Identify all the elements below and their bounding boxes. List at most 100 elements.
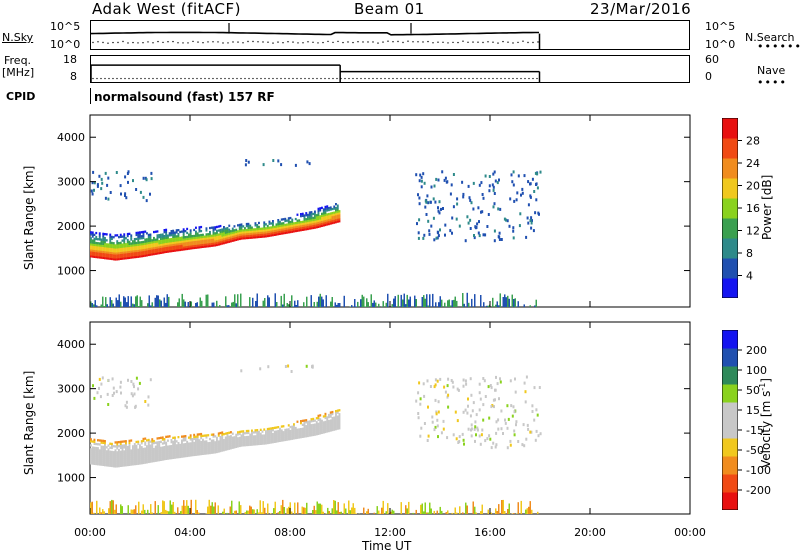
data-cell — [223, 443, 225, 446]
data-cell — [296, 227, 299, 230]
data-cell — [107, 448, 110, 451]
data-cell — [338, 409, 341, 412]
data-cell — [231, 235, 234, 238]
data-cell — [464, 239, 467, 243]
data-cell — [240, 223, 243, 226]
data-cell — [307, 424, 309, 428]
data-cell — [163, 231, 166, 234]
data-cell — [198, 234, 201, 237]
data-cell — [168, 447, 171, 450]
data-cell — [163, 456, 166, 459]
data-cell — [310, 420, 313, 423]
data-cell — [104, 442, 106, 445]
data-cell — [102, 455, 105, 458]
data-cell — [121, 456, 124, 459]
time-tick-label: 12:00 — [374, 526, 406, 539]
data-cell — [307, 227, 309, 231]
data-cell — [175, 452, 178, 455]
nave-tick-top: 60 — [705, 53, 719, 66]
data-cell — [240, 505, 242, 514]
nsky-line — [91, 31, 539, 36]
data-cell — [149, 378, 152, 382]
data-cell — [250, 506, 252, 514]
data-cell — [186, 245, 189, 249]
data-cell — [133, 240, 136, 243]
data-cell — [458, 435, 461, 439]
colorbar-tick-label: 24 — [746, 157, 760, 170]
data-cell — [175, 231, 178, 234]
data-cell — [158, 449, 161, 452]
data-cell — [256, 435, 259, 438]
nave-dot — [348, 77, 350, 80]
data-cell — [251, 232, 253, 235]
data-cell — [205, 450, 208, 453]
data-cell — [93, 243, 96, 246]
data-cell — [144, 461, 147, 464]
data-cell — [336, 220, 339, 223]
data-cell — [98, 234, 101, 237]
data-cell — [533, 190, 536, 193]
data-cell — [303, 435, 306, 438]
data-cell — [296, 225, 299, 228]
data-cell — [328, 415, 330, 419]
data-cell — [132, 244, 134, 247]
data-cell — [196, 232, 199, 235]
data-cell — [340, 511, 342, 514]
nave-dot — [268, 77, 270, 80]
data-cell — [198, 449, 201, 452]
data-cell — [251, 230, 253, 233]
data-cell — [337, 303, 339, 307]
data-cell — [147, 303, 149, 307]
data-cell — [322, 427, 325, 430]
data-cell — [221, 228, 224, 231]
data-cell — [109, 233, 112, 236]
data-cell — [291, 218, 294, 221]
data-cell — [132, 509, 134, 514]
data-cell — [196, 439, 199, 442]
data-cell — [423, 511, 425, 514]
data-cell — [289, 228, 292, 232]
data-cell — [224, 227, 227, 230]
data-cell — [177, 249, 180, 252]
data-cell — [234, 294, 236, 307]
data-cell — [314, 218, 316, 221]
data-cell — [130, 244, 133, 247]
data-cell — [189, 231, 192, 234]
data-cell — [469, 198, 472, 202]
data-cell — [444, 233, 446, 237]
data-cell — [111, 377, 114, 381]
colorbar-segment — [722, 330, 738, 349]
data-cell — [294, 428, 297, 432]
data-cell — [324, 213, 327, 217]
data-cell — [216, 450, 218, 454]
data-cell — [121, 440, 124, 443]
data-cell — [191, 243, 194, 246]
data-cell — [118, 463, 120, 466]
data-cell — [177, 237, 180, 240]
data-cell — [493, 170, 496, 174]
data-cell — [296, 430, 299, 433]
data-cell — [319, 293, 321, 307]
data-cell — [217, 505, 219, 514]
data-cell — [133, 392, 136, 396]
nsearch-dot — [227, 42, 229, 44]
data-cell — [270, 230, 273, 233]
data-cell — [137, 241, 140, 244]
nave-dot — [376, 77, 378, 80]
data-cell — [112, 455, 115, 458]
data-cell — [196, 451, 199, 454]
data-cell — [125, 243, 127, 246]
data-cell — [493, 202, 496, 206]
nave-dot — [460, 77, 462, 80]
data-cell — [102, 232, 105, 235]
data-cell — [333, 215, 336, 218]
data-cell — [91, 249, 94, 252]
data-cell — [268, 230, 271, 233]
data-cell — [93, 512, 95, 514]
data-cell — [305, 226, 308, 229]
data-cell — [270, 431, 273, 434]
data-cell — [195, 445, 197, 448]
data-cell — [287, 364, 290, 368]
data-cell — [205, 243, 208, 246]
data-cell — [216, 300, 218, 307]
